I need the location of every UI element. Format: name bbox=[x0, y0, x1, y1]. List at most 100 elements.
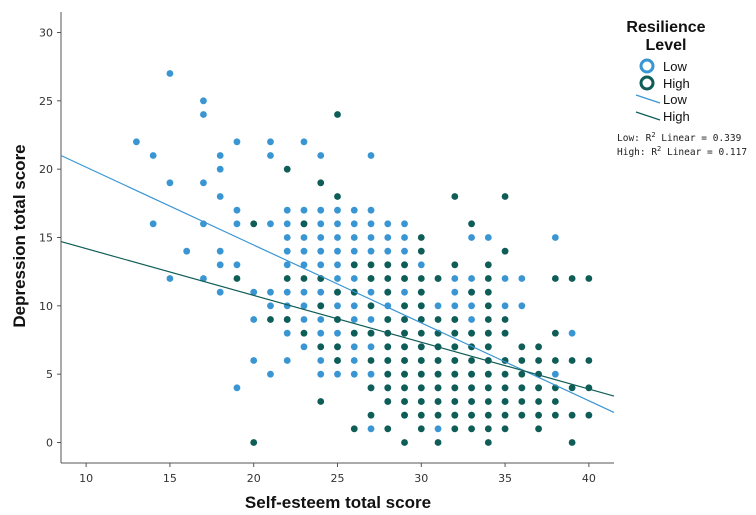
data-point-high bbox=[367, 411, 375, 419]
data-point-low bbox=[350, 206, 358, 214]
data-point-high bbox=[417, 316, 425, 323]
data-point-low bbox=[367, 206, 375, 214]
data-point-low bbox=[283, 288, 291, 296]
data-point-high bbox=[417, 398, 425, 405]
data-point-high bbox=[468, 425, 475, 433]
data-point-low bbox=[267, 370, 274, 378]
data-point-low bbox=[267, 288, 274, 296]
data-point-high bbox=[401, 261, 408, 269]
data-point-low bbox=[250, 288, 258, 296]
data-point-high bbox=[468, 411, 475, 419]
data-point-low bbox=[334, 275, 341, 282]
data-point-high bbox=[283, 165, 291, 173]
data-point-low bbox=[300, 234, 308, 241]
data-point-high bbox=[334, 357, 341, 364]
data-point-low bbox=[384, 247, 392, 255]
data-point-high bbox=[501, 193, 509, 200]
data-point-low bbox=[233, 384, 241, 392]
data-point-high bbox=[484, 398, 492, 405]
data-point-low bbox=[367, 247, 375, 255]
data-point-low bbox=[149, 220, 157, 228]
data-point-low bbox=[334, 302, 341, 310]
data-point-low bbox=[300, 247, 308, 255]
r2-label-high: High: R2 Linear = 0.117 bbox=[617, 145, 747, 158]
data-point-low bbox=[283, 234, 291, 241]
x-tick-label: 40 bbox=[582, 472, 596, 485]
y-tick-label: 20 bbox=[39, 163, 53, 176]
data-point-low bbox=[518, 275, 526, 282]
data-point-high bbox=[401, 275, 408, 282]
y-tick-label: 10 bbox=[39, 300, 53, 313]
data-point-low bbox=[501, 302, 509, 310]
data-point-low bbox=[317, 234, 325, 241]
data-point-low bbox=[317, 329, 325, 337]
data-point-high bbox=[417, 425, 425, 433]
data-point-high bbox=[518, 370, 526, 378]
data-point-high bbox=[334, 111, 341, 118]
data-point-low bbox=[468, 234, 475, 241]
data-point-high bbox=[468, 288, 475, 296]
data-point-high bbox=[535, 343, 542, 351]
data-point-low bbox=[283, 220, 291, 228]
data-point-low bbox=[300, 302, 308, 310]
x-axis-ticks: 10 15 20 25 30 35 40 bbox=[79, 463, 596, 485]
y-tick-label: 25 bbox=[39, 95, 53, 108]
data-point-low bbox=[367, 425, 375, 433]
data-point-low bbox=[267, 138, 274, 146]
data-point-low bbox=[317, 247, 325, 255]
data-point-low bbox=[384, 220, 392, 228]
data-point-low bbox=[300, 316, 308, 323]
data-point-low bbox=[283, 206, 291, 214]
data-point-high bbox=[317, 302, 325, 310]
data-point-high bbox=[417, 357, 425, 364]
data-point-low bbox=[401, 247, 408, 255]
data-point-high bbox=[568, 357, 576, 364]
data-point-high bbox=[451, 384, 459, 392]
data-point-high bbox=[551, 329, 559, 337]
data-point-high bbox=[551, 275, 559, 282]
data-point-high bbox=[283, 316, 291, 323]
data-point-low bbox=[267, 220, 274, 228]
y-tick-label: 0 bbox=[46, 437, 53, 450]
data-point-high bbox=[384, 398, 392, 405]
data-point-high bbox=[501, 398, 509, 405]
data-point-low bbox=[166, 275, 174, 282]
fit-lines bbox=[60, 154, 615, 413]
data-point-high bbox=[350, 261, 358, 269]
data-point-low bbox=[334, 206, 341, 214]
data-point-high bbox=[401, 439, 408, 446]
data-point-low bbox=[317, 261, 325, 269]
data-point-high bbox=[535, 425, 542, 433]
data-point-low bbox=[300, 138, 308, 146]
data-point-high bbox=[451, 193, 459, 200]
data-point-low bbox=[434, 302, 442, 310]
data-point-low bbox=[233, 220, 241, 228]
data-point-high bbox=[518, 384, 526, 392]
data-point-low bbox=[334, 220, 341, 228]
y-tick-label: 15 bbox=[39, 232, 53, 245]
data-point-high bbox=[551, 357, 559, 364]
data-point-high bbox=[350, 329, 358, 337]
data-point-high bbox=[283, 275, 291, 282]
data-point-low bbox=[233, 261, 241, 269]
data-point-high bbox=[350, 425, 358, 433]
x-tick-label: 25 bbox=[331, 472, 345, 485]
legend-label-high-line: High bbox=[663, 109, 690, 124]
x-tick-label: 20 bbox=[247, 472, 261, 485]
data-point-high bbox=[551, 411, 559, 419]
data-point-high bbox=[568, 275, 576, 282]
data-point-high bbox=[401, 343, 408, 351]
data-point-high bbox=[417, 302, 425, 310]
data-point-high bbox=[317, 179, 325, 187]
data-point-high bbox=[585, 411, 593, 419]
data-point-low bbox=[350, 370, 358, 378]
data-point-low bbox=[401, 288, 408, 296]
data-point-high bbox=[451, 261, 459, 269]
data-point-high bbox=[334, 288, 341, 296]
data-point-high bbox=[367, 384, 375, 392]
data-point-high bbox=[484, 329, 492, 337]
data-point-high bbox=[568, 411, 576, 419]
x-tick-label: 15 bbox=[163, 472, 177, 485]
data-point-low bbox=[334, 370, 341, 378]
data-point-high bbox=[518, 411, 526, 419]
